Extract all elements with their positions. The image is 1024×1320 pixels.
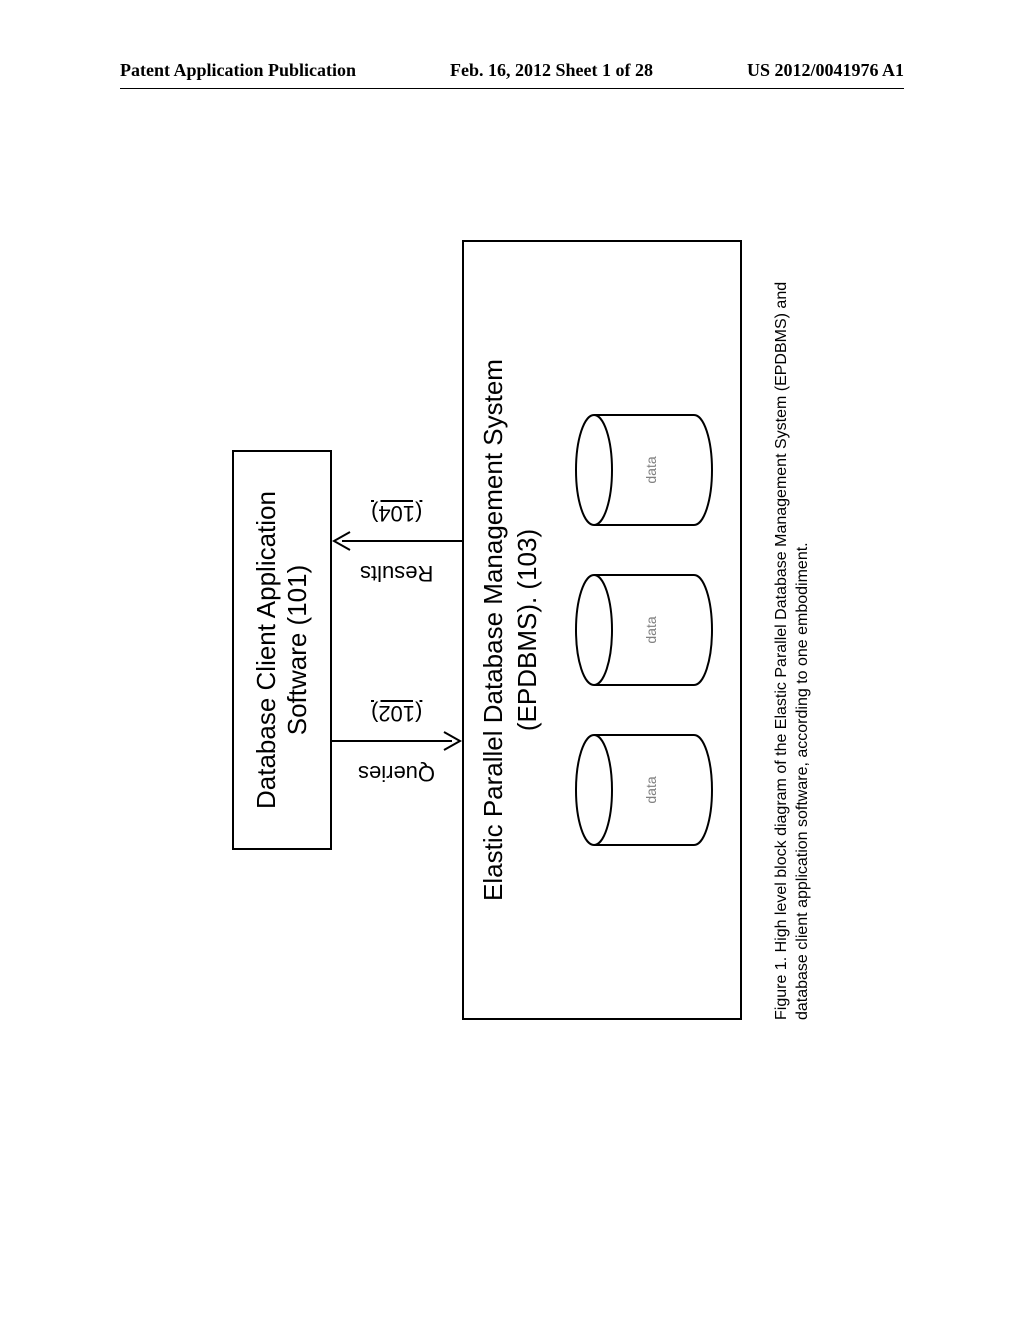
data-cylinder: data xyxy=(574,730,714,850)
results-arrow-group: Results (104) xyxy=(332,500,462,590)
cylinder-label: data xyxy=(643,616,659,643)
header-left-text: Patent Application Publication xyxy=(120,60,356,81)
data-cylinder: data xyxy=(574,570,714,690)
figure-diagram: Database Client Application Software (10… xyxy=(232,240,792,1020)
header-divider xyxy=(120,88,904,89)
cylinders-row: data data data xyxy=(574,242,714,1018)
epdbms-title: Elastic Parallel Database Management Sys… xyxy=(478,242,509,1018)
figure-caption: Figure 1. High level block diagram of th… xyxy=(772,240,814,1020)
header-right-text: US 2012/0041976 A1 xyxy=(747,60,904,81)
epdbms-subtitle: (EPDBMS). (103) xyxy=(512,242,543,1018)
client-application-box: Database Client Application Software (10… xyxy=(232,450,332,850)
queries-label: Queries xyxy=(358,756,435,790)
cylinder-label: data xyxy=(643,776,659,803)
results-label: Results xyxy=(360,556,433,590)
header-center-text: Feb. 16, 2012 Sheet 1 of 28 xyxy=(450,60,653,81)
epdbms-box: Elastic Parallel Database Management Sys… xyxy=(462,240,742,1020)
data-cylinder: data xyxy=(574,410,714,530)
page-header: Patent Application Publication Feb. 16, … xyxy=(0,60,1024,81)
cylinder-label: data xyxy=(643,456,659,483)
results-number: (104) xyxy=(371,500,422,526)
up-arrow-icon xyxy=(332,526,462,556)
client-box-line2: Software (101) xyxy=(282,565,313,736)
queries-number: (102) xyxy=(371,700,422,726)
client-box-line1: Database Client Application xyxy=(251,491,282,809)
queries-arrow-group: Queries (102) xyxy=(332,700,462,790)
down-arrow-icon xyxy=(332,726,462,756)
arrows-container: Queries (102) Results (104) xyxy=(332,450,462,850)
